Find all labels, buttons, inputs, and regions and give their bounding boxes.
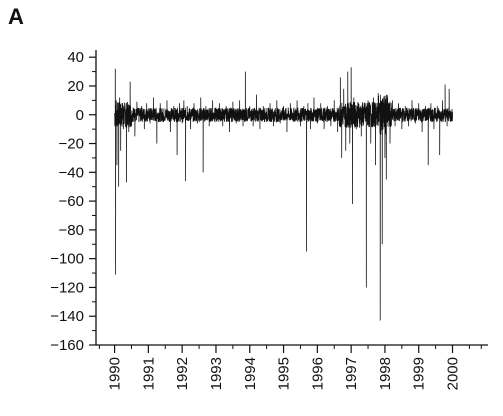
- series-group: [114, 67, 453, 321]
- panel-label: A: [8, 4, 24, 29]
- series-line: [114, 67, 453, 321]
- x-tick-label: 1992: [174, 357, 191, 390]
- x-tick-label: 1999: [411, 357, 428, 390]
- x-tick-label: 1995: [276, 357, 293, 390]
- y-tick-label: −160: [50, 337, 84, 354]
- x-tick-label: 1990: [107, 357, 124, 390]
- y-tick-label: −100: [50, 251, 84, 268]
- x-tick-label: 2000: [445, 357, 462, 390]
- y-tick-label: 40: [67, 49, 84, 66]
- y-tick-label: 0: [76, 107, 84, 124]
- y-tick-label: −40: [59, 164, 84, 181]
- axes: [95, 50, 488, 346]
- y-tick-label: −120: [50, 279, 84, 296]
- x-tick-label: 1994: [242, 357, 259, 390]
- y-tick-label: −20: [59, 136, 84, 153]
- x-tick-label: 1997: [343, 357, 360, 390]
- x-tick-label: 1993: [208, 357, 225, 390]
- x-tick-label: 1998: [377, 357, 394, 390]
- y-tick-label: −80: [59, 222, 84, 239]
- y-tick-label: 20: [67, 78, 84, 95]
- y-tick-label: −60: [59, 193, 84, 210]
- tick-group: 40 20 0 −20 −40 −60 −80 −100 −120 −140 −160 1990 199…: [50, 49, 482, 390]
- x-tick-label: 1996: [309, 357, 326, 390]
- x-tick-label: 1991: [140, 357, 157, 390]
- y-tick-label: −140: [50, 308, 84, 325]
